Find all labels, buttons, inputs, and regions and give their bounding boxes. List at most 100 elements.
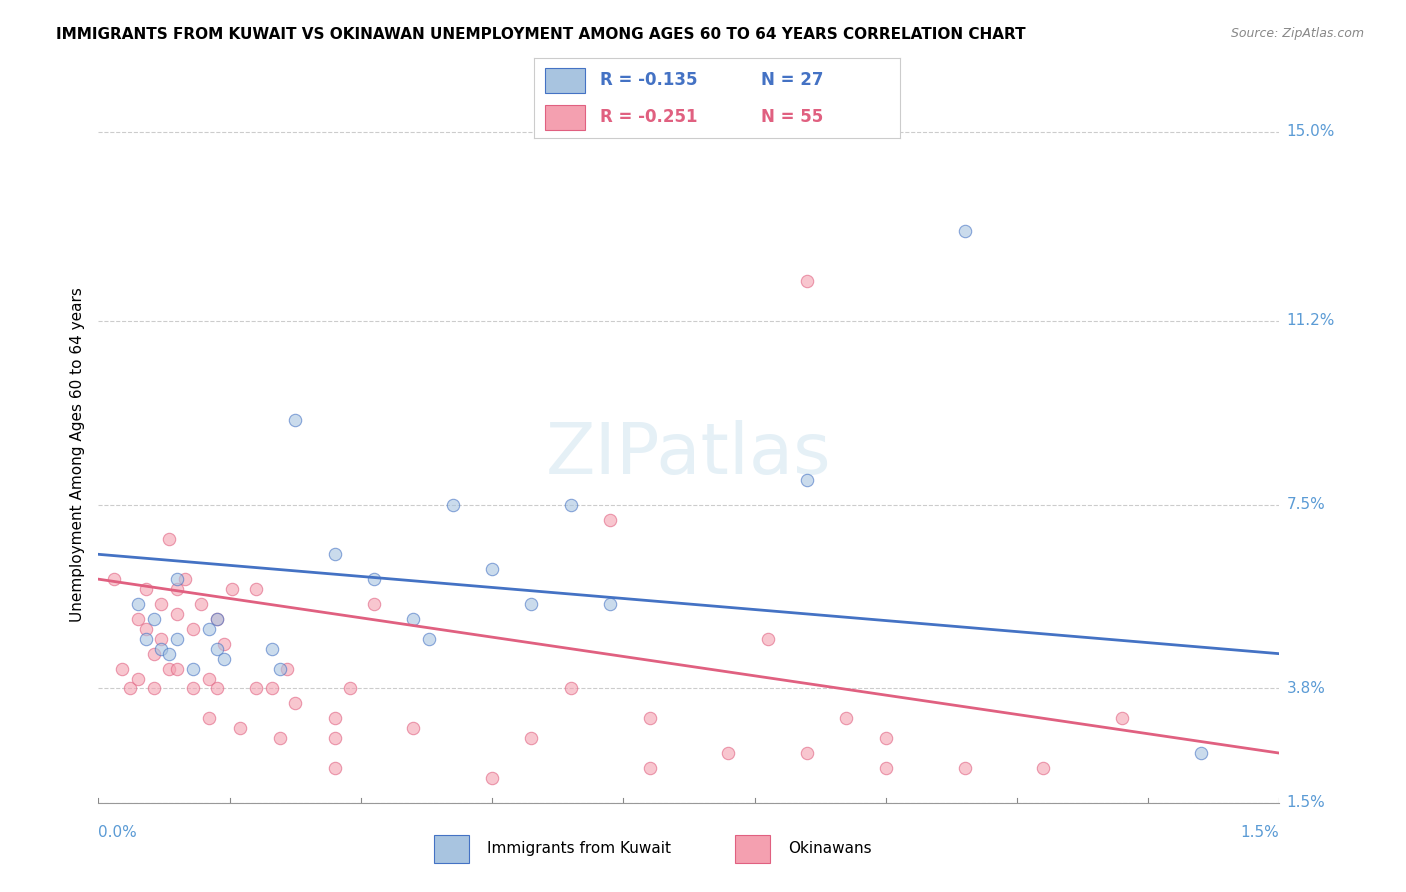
Point [1189,746,1212,760]
Text: Source: ZipAtlas.com: Source: ZipAtlas.com [1230,27,1364,40]
Point [166,632,188,646]
Point [953,224,976,238]
Point [135,582,157,596]
Point [157,662,180,676]
Point [363,572,385,586]
Point [135,622,157,636]
Point [402,721,425,735]
Text: N = 55: N = 55 [761,108,823,126]
Point [323,711,346,725]
Point [481,771,503,785]
Point [127,672,149,686]
Point [229,721,252,735]
Point [560,681,582,696]
Point [135,632,157,646]
Text: 7.5%: 7.5% [1286,497,1326,512]
Text: R = -0.251: R = -0.251 [600,108,697,126]
Point [323,547,346,561]
Point [205,681,228,696]
Point [142,681,165,696]
Point [181,622,204,636]
Point [835,711,858,725]
Point [111,662,134,676]
Text: IMMIGRANTS FROM KUWAIT VS OKINAWAN UNEMPLOYMENT AMONG AGES 60 TO 64 YEARS CORREL: IMMIGRANTS FROM KUWAIT VS OKINAWAN UNEMP… [56,27,1026,42]
Text: 3.8%: 3.8% [1286,681,1326,696]
Point [245,681,267,696]
FancyBboxPatch shape [433,836,470,863]
Point [205,612,228,626]
Point [118,681,141,696]
Point [166,662,188,676]
Point [166,607,188,621]
Point [796,274,818,288]
Point [638,761,661,775]
Point [214,651,236,665]
Point [599,597,621,611]
Text: ZIPatlas: ZIPatlas [546,420,832,490]
Point [166,572,188,586]
Point [150,641,173,656]
Point [103,572,125,586]
Point [221,582,243,596]
Point [796,746,818,760]
Point [197,622,219,636]
Text: 1.5%: 1.5% [1240,825,1279,840]
Text: 0.0%: 0.0% [98,825,138,840]
Point [127,612,149,626]
Point [276,662,298,676]
Text: Okinawans: Okinawans [787,841,872,855]
Point [339,681,361,696]
Point [142,647,165,661]
Point [166,582,188,596]
Point [418,632,440,646]
Point [142,612,165,626]
Point [796,473,818,487]
Point [402,612,425,626]
Point [756,632,779,646]
Y-axis label: Unemployment Among Ages 60 to 64 years: Unemployment Among Ages 60 to 64 years [69,287,84,623]
Point [441,498,464,512]
Point [1032,761,1054,775]
Point [875,731,897,746]
Point [245,582,267,596]
FancyBboxPatch shape [735,836,770,863]
Point [260,681,283,696]
Point [260,641,283,656]
Point [638,711,661,725]
Point [560,498,582,512]
Point [520,731,543,746]
Text: 1.5%: 1.5% [1286,796,1326,810]
Point [174,572,197,586]
Point [363,597,385,611]
Point [284,413,307,427]
Point [875,761,897,775]
Point [157,647,180,661]
Point [150,632,173,646]
Point [157,533,180,547]
Point [181,662,204,676]
Text: 11.2%: 11.2% [1286,313,1334,328]
Point [205,641,228,656]
Text: R = -0.135: R = -0.135 [600,71,697,89]
Point [953,761,976,775]
Point [197,672,219,686]
Point [520,597,543,611]
Point [205,612,228,626]
FancyBboxPatch shape [546,104,585,130]
Point [190,597,212,611]
Text: N = 27: N = 27 [761,71,824,89]
Text: Immigrants from Kuwait: Immigrants from Kuwait [486,841,671,855]
FancyBboxPatch shape [546,68,585,94]
Text: 15.0%: 15.0% [1286,124,1334,139]
Point [717,746,740,760]
Point [197,711,219,725]
Point [214,637,236,651]
Point [269,731,291,746]
Point [481,562,503,576]
Point [127,597,149,611]
Point [1111,711,1133,725]
Point [284,697,307,711]
Point [599,512,621,526]
Point [323,731,346,746]
Point [150,597,173,611]
